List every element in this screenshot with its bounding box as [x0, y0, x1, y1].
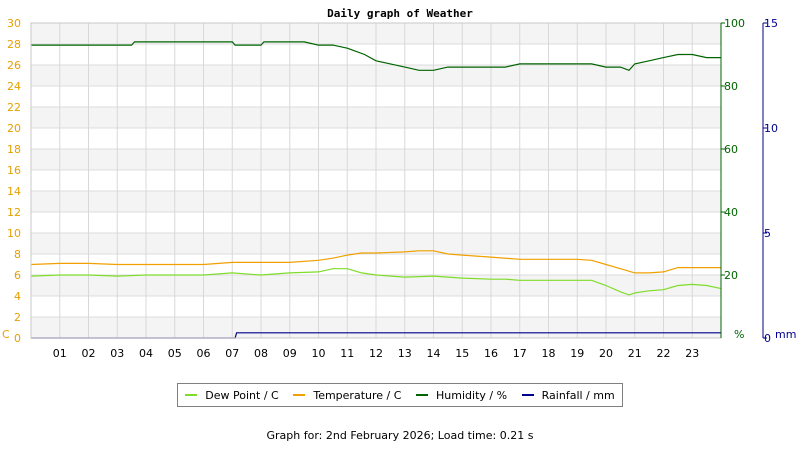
humidity-axis-tick-label: 80	[724, 80, 738, 93]
x-axis-tick-label: 04	[139, 347, 153, 360]
left-axis-tick-label: 18	[7, 143, 21, 156]
chart-title: Daily graph of Weather	[327, 7, 473, 20]
left-axis-tick-label: 2	[14, 311, 21, 324]
footer-load-label: Load time:	[437, 429, 497, 442]
left-axis-tick-label: 20	[7, 122, 21, 135]
humidity-axis-tick-label: 20	[724, 269, 738, 282]
footer-load-value: 0.21 s	[499, 429, 534, 442]
x-axis-tick-label: 20	[599, 347, 613, 360]
graph-footer: Graph for: 2nd February 2026; Load time:…	[0, 429, 800, 442]
x-axis-tick-label: 02	[82, 347, 96, 360]
left-axis-tick-label: 26	[7, 59, 21, 72]
legend-label: Rainfall / mm	[541, 388, 615, 402]
rain-axis-unit: mm	[775, 328, 796, 341]
left-axis-tick-label: 10	[7, 227, 21, 240]
legend-swatch	[521, 394, 534, 396]
rain-axis-tick-label: 5	[764, 227, 771, 240]
legend-label: Humidity / %	[436, 388, 508, 402]
x-axis-tick-label: 23	[685, 347, 699, 360]
rain-axis-tick-label: 15	[764, 17, 778, 30]
x-axis-tick-label: 05	[168, 347, 182, 360]
legend-item-0: Dew Point / C	[185, 388, 279, 402]
x-axis-tick-label: 11	[340, 347, 354, 360]
left-axis-tick-label: 28	[7, 38, 21, 51]
x-axis-tick-label: 17	[513, 347, 527, 360]
series-line-0	[30, 268, 722, 296]
left-axis-tick-label: 16	[7, 164, 21, 177]
chart-legend: Dew Point / C Temperature / C Humidity / %…	[177, 383, 623, 407]
series-line-1	[30, 250, 721, 274]
legend-label: Temperature / C	[313, 388, 402, 402]
x-axis-tick-label: 08	[254, 347, 268, 360]
x-axis-tick-label: 06	[197, 347, 211, 360]
x-axis-tick-label: 16	[484, 347, 498, 360]
x-axis-tick-label: 21	[628, 347, 642, 360]
left-axis-tick-label: 4	[14, 290, 21, 303]
legend-swatch	[293, 394, 306, 396]
footer-label: Graph for:	[266, 429, 323, 442]
x-axis-tick-label: 03	[110, 347, 124, 360]
humidity-axis-tick-label: 40	[724, 206, 738, 219]
legend-label: Dew Point / C	[205, 388, 279, 402]
humidity-axis-tick-label: 60	[724, 143, 738, 156]
series-line-2	[31, 41, 721, 72]
left-axis-tick-label: 12	[7, 206, 21, 219]
x-axis-tick-label: 07	[225, 347, 239, 360]
x-axis-tick-label: 01	[53, 347, 67, 360]
x-axis-tick-label: 18	[542, 347, 556, 360]
left-axis-tick-label: 30	[7, 17, 21, 30]
left-axis-tick-label: 24	[7, 80, 21, 93]
x-axis-tick-label: 12	[369, 347, 383, 360]
x-axis-tick-label: 19	[570, 347, 584, 360]
x-axis-tick-label: 09	[283, 347, 297, 360]
left-axis-tick-label: 8	[14, 248, 21, 261]
x-axis-tick-label: 14	[427, 347, 441, 360]
footer-date: 2nd February 2026	[325, 429, 431, 442]
legend-item-3: Rainfall / mm	[521, 388, 615, 402]
rain-axis-tick-label: 10	[764, 122, 778, 135]
footer-separator: ;	[430, 429, 435, 442]
x-axis-tick-label: 22	[657, 347, 671, 360]
x-axis-tick-label: 15	[455, 347, 469, 360]
left-axis-unit: C	[2, 328, 10, 341]
left-axis-tick-label: 22	[7, 101, 21, 114]
x-axis-tick-label: 13	[398, 347, 412, 360]
humidity-axis-unit: %	[734, 328, 744, 341]
left-axis-tick-label: 6	[14, 269, 21, 282]
x-axis-tick-label: 10	[312, 347, 326, 360]
humidity-axis-tick-label: 100	[724, 17, 745, 30]
legend-item-1: Temperature / C	[293, 389, 401, 402]
legend-item-2: Humidity / %	[416, 389, 507, 402]
legend-swatch	[416, 394, 429, 396]
left-axis-tick-label: 14	[7, 185, 21, 198]
rain-axis-tick-label: 0	[764, 332, 771, 345]
left-axis-tick-label: 0	[14, 332, 21, 345]
legend-swatch	[185, 394, 198, 396]
